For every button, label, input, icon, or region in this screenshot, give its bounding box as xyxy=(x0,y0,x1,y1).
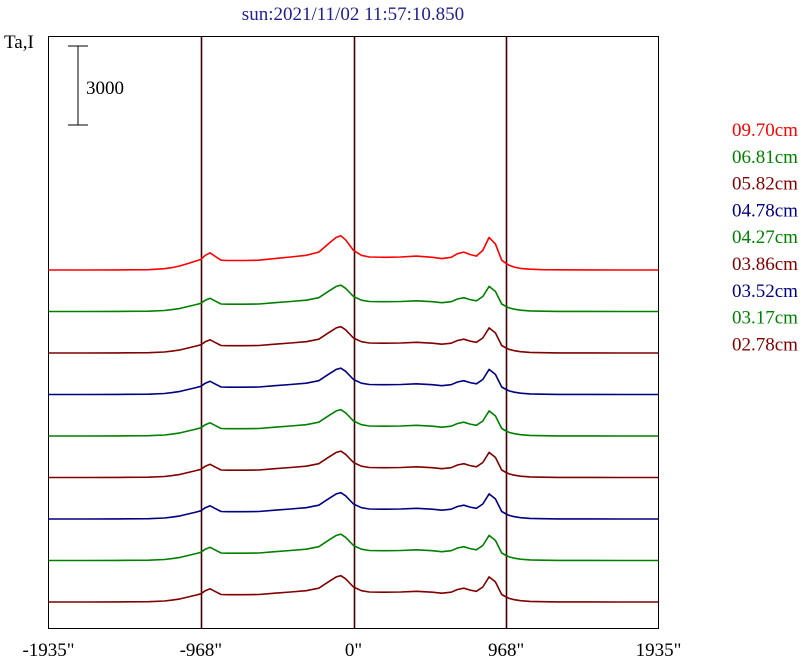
x-tick-label-4: 1935" xyxy=(636,640,682,661)
trace-02.78cm xyxy=(48,574,659,603)
plot-frame xyxy=(48,36,659,629)
trace-03.52cm xyxy=(48,491,659,520)
series-traces xyxy=(48,235,659,603)
x-tick-label-2: 0" xyxy=(345,640,362,661)
legend-item-03.86cm: 03.86cm xyxy=(732,254,798,275)
trace-03.17cm xyxy=(48,533,659,562)
x-tick-label-0: -1935" xyxy=(22,640,74,661)
legend-item-04.78cm: 04.78cm xyxy=(732,200,798,221)
legend-item-06.81cm: 06.81cm xyxy=(732,147,798,168)
x-tick-label-1: -968" xyxy=(180,640,223,661)
legend-item-03.52cm: 03.52cm xyxy=(732,281,798,302)
trace-04.78cm xyxy=(48,367,659,396)
reference-lines xyxy=(200,36,508,629)
legend-item-05.82cm: 05.82cm xyxy=(732,174,798,195)
chart-title: sun:2021/11/02 11:57:10.850 xyxy=(242,4,464,25)
trace-06.81cm xyxy=(48,284,659,313)
legend-item-02.78cm: 02.78cm xyxy=(732,334,798,355)
legend: 09.70cm 06.81cm 05.82cm 04.78cm 04.27cm 03.86… xyxy=(732,120,798,355)
trace-03.86cm xyxy=(48,450,659,479)
y-axis-label: Ta,I xyxy=(4,32,34,53)
trace-05.82cm xyxy=(48,325,659,354)
trace-04.27cm xyxy=(48,408,659,437)
x-tick-label-3: 968" xyxy=(488,640,524,661)
legend-item-04.27cm: 04.27cm xyxy=(732,227,798,248)
legend-item-03.17cm: 03.17cm xyxy=(732,308,798,329)
legend-item-09.70cm: 09.70cm xyxy=(732,120,798,141)
scale-bar: 3000 xyxy=(68,45,124,126)
x-tick-labels: -1935" -968" 0" 968" 1935" xyxy=(22,640,681,661)
scale-bar-label: 3000 xyxy=(86,78,124,99)
trace-09.70cm xyxy=(48,235,659,271)
